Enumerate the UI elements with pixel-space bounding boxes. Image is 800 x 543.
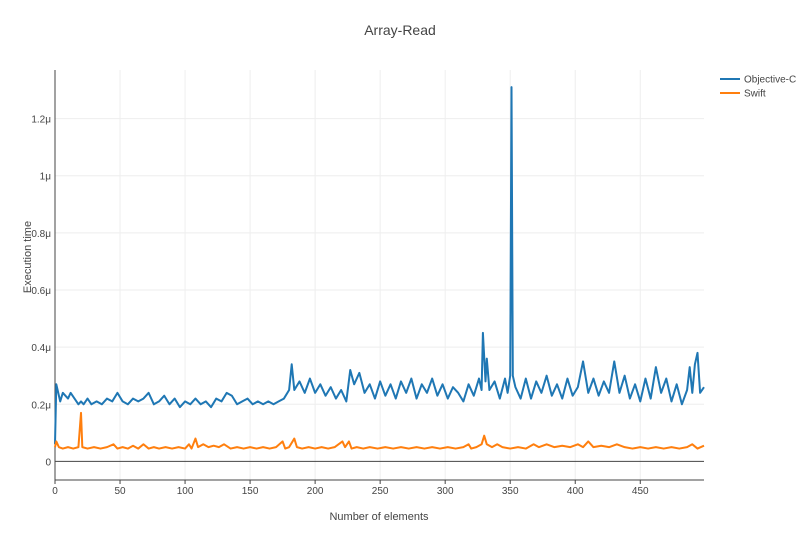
legend-label: Swift — [744, 89, 766, 100]
y-tick-label: 0 — [45, 457, 51, 468]
tick-labels: 0 50 100 150 200 250 300 350 400 450 0 0.2μ 0.4μ 0.6μ… — [31, 115, 649, 497]
series-line-swift — [54, 411, 705, 450]
x-tick-label: 150 — [242, 486, 259, 497]
gridlines — [55, 70, 704, 480]
y-tick-label: 1.2μ — [31, 115, 51, 126]
x-tick-label: 300 — [437, 486, 454, 497]
y-tick-label: 0.2μ — [31, 400, 51, 411]
x-tick-label: 50 — [114, 486, 126, 497]
x-axis-title: Number of elements — [329, 511, 429, 523]
chart-title: Array-Read — [364, 22, 436, 38]
x-tick-label: 0 — [52, 486, 58, 497]
x-tick-label: 200 — [307, 486, 324, 497]
x-tick-label: 350 — [502, 486, 519, 497]
y-tick-label: 0.6μ — [31, 286, 51, 297]
y-tick-label: 1μ — [40, 172, 52, 183]
y-tick-label: 0.4μ — [31, 343, 51, 354]
x-tick-label: 250 — [372, 486, 389, 497]
x-tick-label: 100 — [177, 486, 194, 497]
x-tick-label: 400 — [567, 486, 584, 497]
series-lines — [54, 86, 705, 450]
legend: Objective-C Swift — [720, 75, 796, 100]
series-line-objective-c — [54, 86, 705, 445]
x-tick-label: 450 — [632, 486, 649, 497]
y-axis-title: Execution time — [22, 221, 34, 293]
y-tick-label: 0.8μ — [31, 229, 51, 240]
legend-label: Objective-C — [744, 75, 796, 86]
